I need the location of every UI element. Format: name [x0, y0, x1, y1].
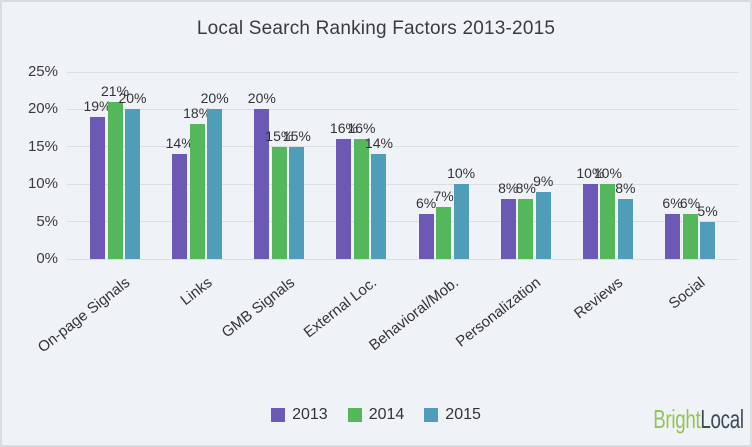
bar-2013-6	[500, 199, 516, 259]
bar-value-label: 8%	[498, 180, 519, 197]
gridline	[67, 258, 739, 260]
bar-value-label: 6%	[679, 195, 701, 212]
bar-2015-2	[207, 109, 223, 259]
bar-2015-3	[289, 146, 305, 259]
logo-text-bright: Bright	[653, 404, 701, 434]
gridline	[67, 221, 739, 223]
bar-2014-2	[189, 124, 205, 259]
y-tick-label: 15%	[27, 137, 58, 155]
bar-2014-8	[682, 214, 698, 259]
bar-value-label: 15%	[265, 127, 294, 144]
brightlocal-logo: BrightLocal	[653, 404, 744, 435]
bar-2013-2	[172, 154, 188, 259]
bar-2015-5	[453, 184, 469, 259]
bar-value-label: 14%	[364, 135, 393, 152]
legend-label: 2014	[368, 406, 405, 423]
bar-2013-1	[90, 116, 105, 259]
logo-text-local: Local	[700, 404, 745, 434]
bar-value-label: 10%	[576, 165, 605, 182]
bar-2015-4	[371, 154, 387, 259]
bar-2015-7	[617, 199, 633, 259]
category-label: GMB Signals	[218, 274, 298, 342]
chart-title: Local Search Ranking Factors 2013-2015	[196, 18, 556, 39]
bar-value-label: 5%	[697, 202, 718, 219]
legend-swatch	[271, 408, 286, 422]
y-tick-label: 25%	[27, 63, 58, 80]
category-label: Reviews	[571, 274, 627, 323]
bar-value-label: 16%	[329, 120, 358, 137]
legend-item-2014: 2014	[347, 406, 405, 424]
gridline	[67, 108, 739, 110]
bar-2015-8	[700, 221, 716, 259]
bar-value-label: 7%	[433, 187, 454, 204]
category-label: Behavioral/Mob.	[366, 274, 463, 355]
bar-value-label: 6%	[415, 195, 437, 212]
legend-swatch	[347, 408, 362, 422]
bar-2014-1	[107, 101, 123, 259]
bar-value-label: 16%	[347, 120, 376, 137]
bar-2013-8	[665, 214, 681, 259]
legend-label: 2013	[292, 406, 328, 423]
bar-2013-4	[336, 139, 352, 259]
bar-value-label: 9%	[533, 172, 554, 189]
legend-label: 2015	[445, 406, 481, 423]
gridline	[67, 183, 739, 185]
y-tick-label: 10%	[27, 175, 58, 193]
plot-area: 19% 21% 20% 14% 18% 20% 20% 15% 15% 16% 16% 14% 6% 7%…	[67, 71, 739, 260]
y-tick-label: 0%	[36, 250, 58, 267]
bar-value-label: 21%	[100, 82, 130, 99]
category-label: Social	[665, 274, 709, 313]
bar-2013-7	[582, 184, 598, 259]
bar-2015-6	[535, 191, 551, 259]
bar-value-label: 18%	[183, 105, 212, 122]
bar-2015-1	[125, 109, 140, 259]
bar-value-label: 15%	[282, 127, 311, 144]
category-label: Links	[177, 274, 216, 309]
bar-2014-6	[518, 199, 534, 259]
bar-2014-5	[436, 206, 452, 259]
bar-2013-5	[418, 214, 434, 259]
bar-value-label: 20%	[247, 90, 276, 107]
legend-swatch	[424, 408, 439, 422]
y-tick-label: 20%	[27, 100, 58, 118]
category-label: External Loc.	[300, 274, 380, 342]
gridline	[67, 71, 739, 73]
bar-value-label: 8%	[615, 180, 636, 197]
bar-2014-4	[353, 139, 369, 259]
bar-value-label: 6%	[662, 195, 683, 212]
legend-item-2015: 2015	[424, 406, 481, 424]
legend-item-2013: 2013	[271, 406, 328, 424]
category-label: On-page Signals	[34, 274, 134, 357]
category-label: Personalization	[452, 274, 545, 351]
bar-value-label: 8%	[515, 180, 536, 197]
bar-value-label: 20%	[118, 90, 147, 107]
bar-value-label: 10%	[447, 165, 476, 182]
bar-value-label: 14%	[165, 135, 194, 152]
bar-value-label: 19%	[83, 97, 112, 114]
y-tick-label: 5%	[36, 212, 58, 230]
bar-2013-3	[254, 109, 270, 259]
bar-2014-7	[600, 184, 616, 259]
bar-value-label: 10%	[593, 165, 622, 182]
legend: 2013 2014 2015	[2, 406, 750, 424]
bar-2014-3	[271, 146, 287, 259]
gridline	[67, 146, 739, 148]
bar-value-label: 20%	[200, 90, 229, 107]
